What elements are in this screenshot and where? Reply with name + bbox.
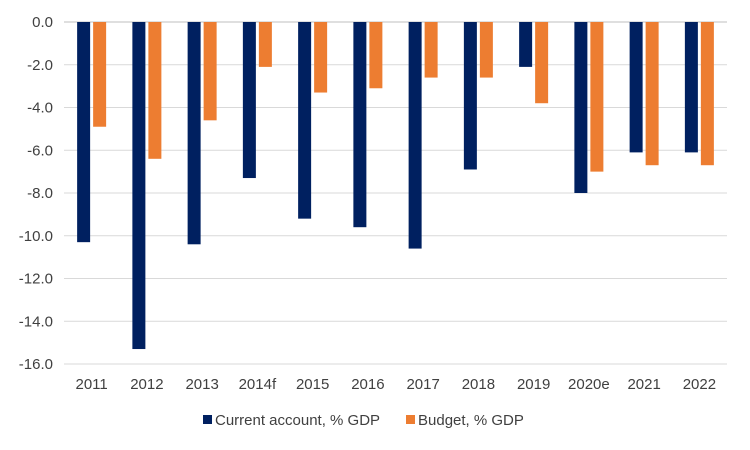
y-tick-label: 0.0 <box>32 14 53 31</box>
budget-bar <box>93 22 107 127</box>
current-account-bar <box>684 22 698 153</box>
budget-bar <box>479 22 493 78</box>
current-account-bar <box>519 22 533 67</box>
budget-bar <box>645 22 659 166</box>
x-tick-label: 2017 <box>406 376 439 393</box>
x-tick-label: 2016 <box>351 376 384 393</box>
current-account-bar <box>408 22 422 249</box>
gridlines <box>64 21 727 365</box>
x-tick-label: 2019 <box>517 376 550 393</box>
y-tick-label: -10.0 <box>19 228 53 245</box>
budget-bar <box>148 22 162 159</box>
current-account-bar <box>132 22 146 350</box>
x-tick-label: 2012 <box>130 376 163 393</box>
y-tick-label: -12.0 <box>19 271 53 288</box>
x-tick-label: 2018 <box>462 376 495 393</box>
legend-label: Current account, % GDP <box>215 412 380 429</box>
current-account-bar <box>353 22 367 228</box>
budget-bar <box>203 22 217 121</box>
legend-swatch <box>406 415 415 424</box>
x-tick-label: 2022 <box>683 376 716 393</box>
current-account-bar <box>77 22 91 243</box>
budget-bar <box>590 22 604 172</box>
y-axis-tick-labels: 0.0 -2.0 -4.0 -6.0 -8.0 -10.0 -12.0 -14.0 -16.0 <box>19 14 53 373</box>
x-tick-label: 2014f <box>239 376 277 393</box>
y-tick-label: -6.0 <box>27 142 53 159</box>
current-account-bar <box>574 22 588 193</box>
legend-label: Budget, % GDP <box>418 412 524 429</box>
current-account-bar <box>187 22 201 245</box>
x-tick-label: 2021 <box>627 376 660 393</box>
current-account-bar <box>242 22 256 179</box>
y-tick-label: -2.0 <box>27 57 53 74</box>
y-tick-label: -14.0 <box>19 313 53 330</box>
current-account-bar <box>463 22 477 170</box>
budget-bar <box>424 22 438 78</box>
y-tick-label: -8.0 <box>27 185 53 202</box>
budget-bar <box>700 22 714 166</box>
current-account-bar <box>298 22 312 219</box>
legend-item-current-account: Current account, % GDP <box>203 412 380 429</box>
legend: Current account, % GDP Budget, % GDP <box>203 412 524 429</box>
legend-swatch <box>203 415 212 424</box>
bars <box>77 22 714 350</box>
x-tick-label: 2020e <box>568 376 610 393</box>
x-tick-label: 2015 <box>296 376 329 393</box>
y-tick-label: -16.0 <box>19 356 53 373</box>
budget-bar <box>314 22 328 93</box>
y-tick-label: -4.0 <box>27 100 53 117</box>
x-tick-label: 2011 <box>75 376 107 393</box>
budget-bar <box>369 22 383 89</box>
legend-item-budget: Budget, % GDP <box>406 412 524 429</box>
budget-bar <box>535 22 549 104</box>
x-tick-label: 2013 <box>185 376 218 393</box>
current-account-bar <box>629 22 643 153</box>
budget-bar <box>258 22 272 67</box>
x-axis-tick-labels: 2011 2012 2013 2014f 2015 2016 2017 2018 2019 202… <box>75 376 716 393</box>
